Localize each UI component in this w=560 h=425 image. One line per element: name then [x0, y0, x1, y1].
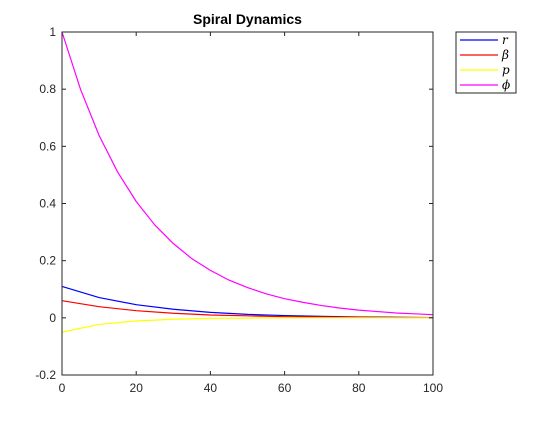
- x-tick-label: 0: [59, 381, 66, 395]
- x-tick-label: 40: [204, 381, 218, 395]
- chart-title: Spiral Dynamics: [193, 11, 302, 27]
- y-tick-label: 0.4: [39, 197, 56, 211]
- x-tick-label: 20: [130, 381, 144, 395]
- y-tick-label: 0.8: [39, 82, 56, 96]
- y-tick-label: 0: [49, 311, 56, 325]
- legend-label-4: ϕ: [502, 78, 510, 92]
- x-tick-label: 100: [423, 381, 443, 395]
- y-tick-label: 0.2: [39, 254, 56, 268]
- y-tick-label: 1: [49, 25, 56, 39]
- x-tick-label: 60: [278, 381, 292, 395]
- x-tick-label: 80: [352, 381, 366, 395]
- y-tick-label: 0.6: [39, 139, 56, 153]
- plot-area-background: [62, 32, 433, 375]
- legend-label-3: p: [502, 63, 510, 77]
- y-tick-label: -0.2: [35, 368, 56, 382]
- legend-label-2: β: [501, 48, 509, 62]
